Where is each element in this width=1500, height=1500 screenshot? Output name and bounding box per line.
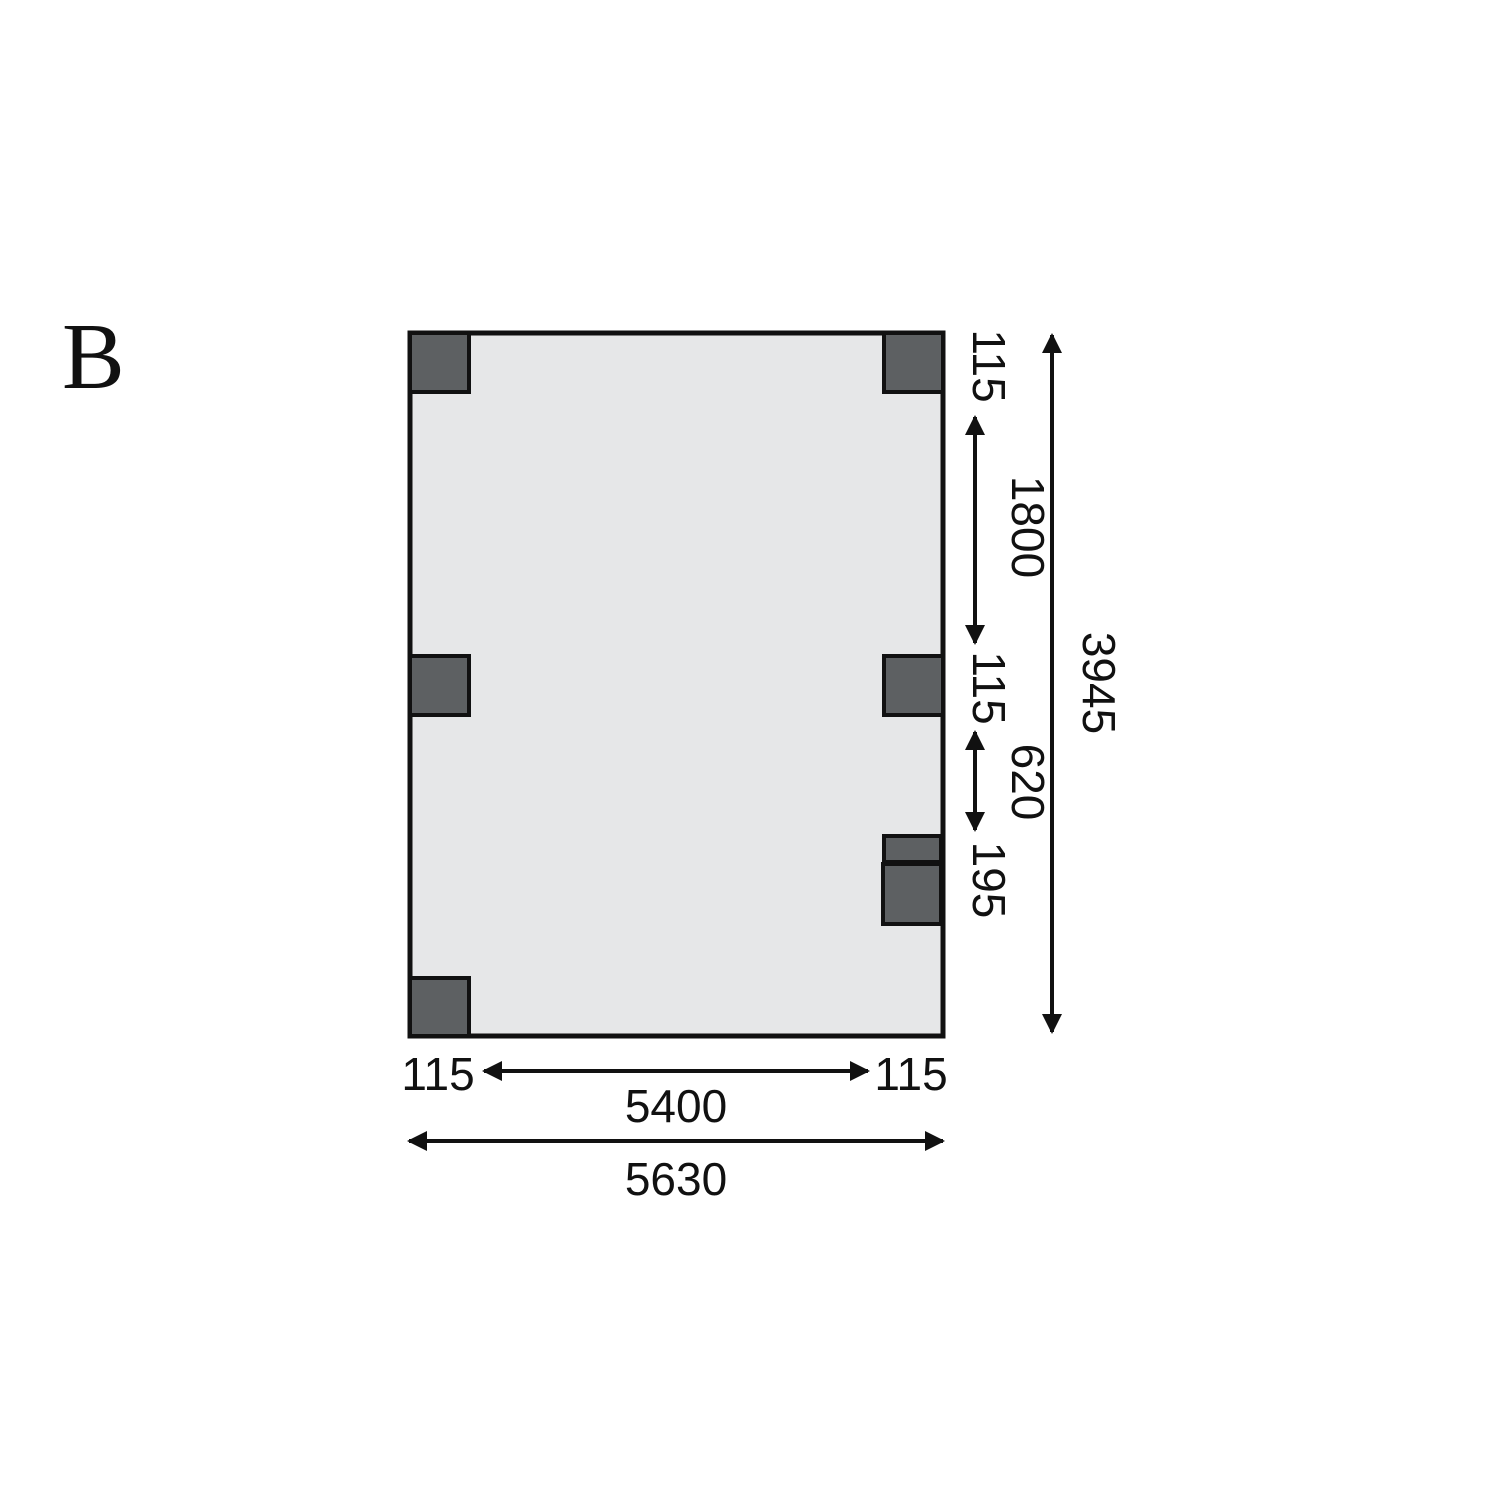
post-lower-right-block	[881, 862, 943, 926]
dim-right-post-mid: 115	[963, 651, 1015, 724]
dim-bottom-post-right: 115	[874, 1048, 947, 1100]
dim-right-span-2: 620	[1002, 744, 1054, 821]
dim-bottom-span: 5400	[625, 1080, 727, 1132]
post-top-right	[882, 331, 945, 394]
post-mid-right	[882, 654, 945, 717]
post-lower-right-band	[882, 834, 943, 864]
post-bottom-left	[408, 976, 471, 1038]
dim-right-post-lower: 195	[963, 842, 1015, 919]
post-top-left	[408, 331, 471, 394]
dim-overall-depth: 3945	[1073, 632, 1125, 734]
dim-overall-width: 5630	[625, 1153, 727, 1205]
dim-right-span-1: 1800	[1002, 476, 1054, 578]
floor-area	[407, 330, 946, 1039]
post-mid-left	[408, 654, 471, 717]
plan-label: B	[62, 305, 125, 409]
dim-bottom-post-left: 115	[401, 1048, 474, 1100]
dim-right-post-top: 115	[963, 329, 1015, 402]
